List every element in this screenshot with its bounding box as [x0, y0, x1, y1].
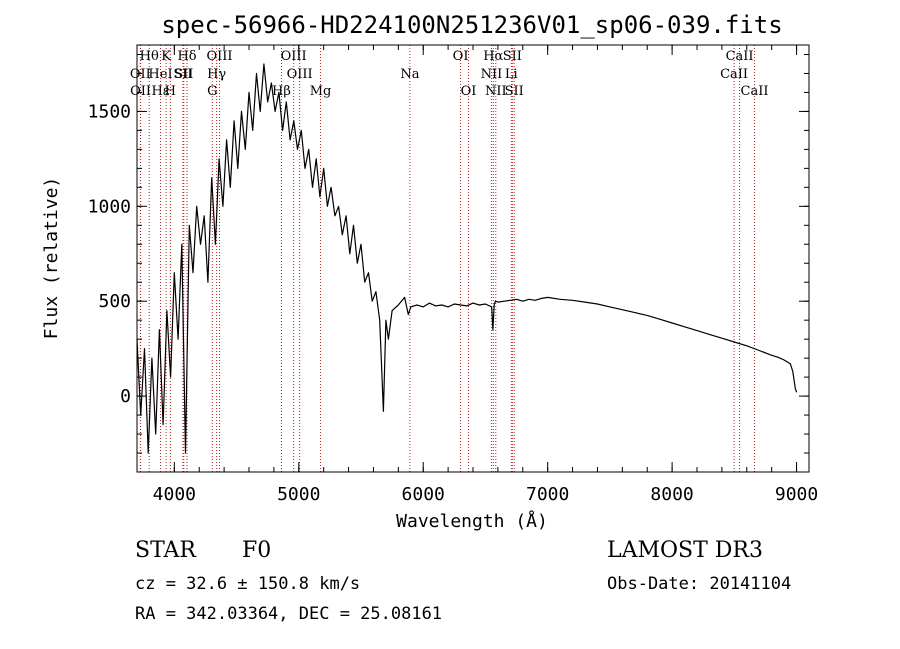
x-tick-label-1: 5000	[277, 484, 320, 505]
line-label-21: SII	[503, 49, 522, 64]
line-label-25: SII	[505, 84, 524, 99]
line-label-12: G	[207, 84, 217, 99]
y-axis-label: Flux (relative)	[41, 177, 62, 340]
y-tick-label-2: 1000	[88, 196, 131, 217]
info-subclass: F0	[242, 538, 272, 563]
line-label-17: Na	[400, 67, 419, 82]
chart-title: spec-56966-HD224100N251236V01_sp06-039.f…	[161, 11, 782, 39]
flux-series	[136, 63, 798, 454]
line-label-15: Hβ	[272, 84, 291, 99]
line-label-23: Li	[505, 67, 518, 82]
info-object-type: STAR	[135, 538, 196, 563]
y-tick-label-3: 1500	[88, 101, 131, 122]
info-coords: RA = 342.03364, DEC = 25.08161	[135, 604, 443, 624]
x-tick-label-5: 9000	[775, 484, 818, 505]
line-label-27: CaII	[720, 67, 748, 82]
info-redshift: cz = 32.6 ± 150.8 km/s	[135, 574, 361, 594]
line-label-3: Hε	[151, 84, 169, 99]
line-label-14: OIII	[287, 67, 313, 82]
line-label-28: CaII	[741, 84, 769, 99]
line-label-22: NII	[481, 67, 503, 82]
axis-ticks: 4000 5000 6000 7000 8000 9000 0 500 1000 1500	[88, 45, 818, 505]
line-label-20: Hα	[483, 49, 503, 64]
line-label-16: Mg	[310, 84, 332, 99]
line-label-1: OII	[130, 67, 151, 82]
x-tick-label-0: 4000	[153, 484, 196, 505]
series-flux	[136, 63, 798, 454]
line-label-7: H	[165, 84, 176, 99]
info-survey: LAMOST DR3	[607, 538, 763, 563]
line-label-6: SII	[173, 67, 192, 82]
line-label-19: OI	[461, 84, 477, 99]
line-label-24: NII	[485, 84, 507, 99]
line-label-18: OI	[453, 49, 469, 64]
line-label-8: Hδ	[177, 49, 196, 64]
line-label-5: HeI	[148, 67, 172, 82]
plot-frame	[136, 44, 810, 473]
x-tick-label-3: 7000	[526, 484, 569, 505]
line-label-0: Hθ	[140, 49, 159, 64]
line-label-13: OIII	[281, 49, 307, 64]
line-label-10: OIII	[206, 49, 232, 64]
y-tick-label-1: 500	[98, 291, 131, 312]
spectral-line-markers	[139, 45, 755, 472]
x-tick-label-4: 8000	[650, 484, 693, 505]
line-label-9: SII	[174, 67, 193, 82]
info-obs-date: Obs-Date: 20141104	[607, 574, 792, 594]
line-label-4: K	[161, 49, 171, 64]
line-label-26: CaII	[726, 49, 754, 64]
x-axis-label: Wavelength (Å)	[396, 510, 548, 532]
y-tick-label-0: 0	[120, 386, 131, 407]
x-tick-label-2: 6000	[402, 484, 445, 505]
line-label-2: OII	[130, 84, 151, 99]
line-label-11: Hγ	[207, 67, 226, 82]
